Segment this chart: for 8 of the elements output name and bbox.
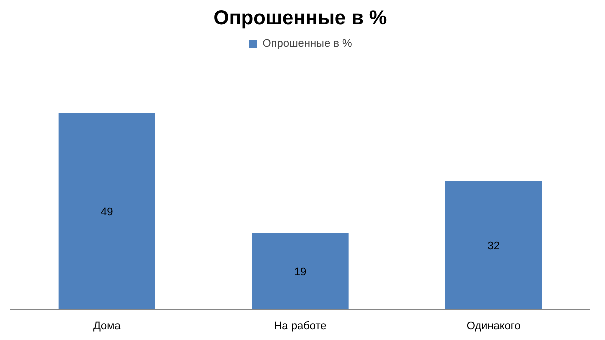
chart-title: Опрошенные в % <box>214 8 388 30</box>
x-tick-label: Одинакого <box>466 320 521 332</box>
legend-label: Опрошенные в % <box>262 38 352 50</box>
x-tick-label: Дома <box>93 320 122 332</box>
data-label: 49 <box>101 206 114 218</box>
x-tick-label: На работе <box>274 320 327 332</box>
data-label: 32 <box>488 240 500 252</box>
data-label: 19 <box>294 266 307 278</box>
